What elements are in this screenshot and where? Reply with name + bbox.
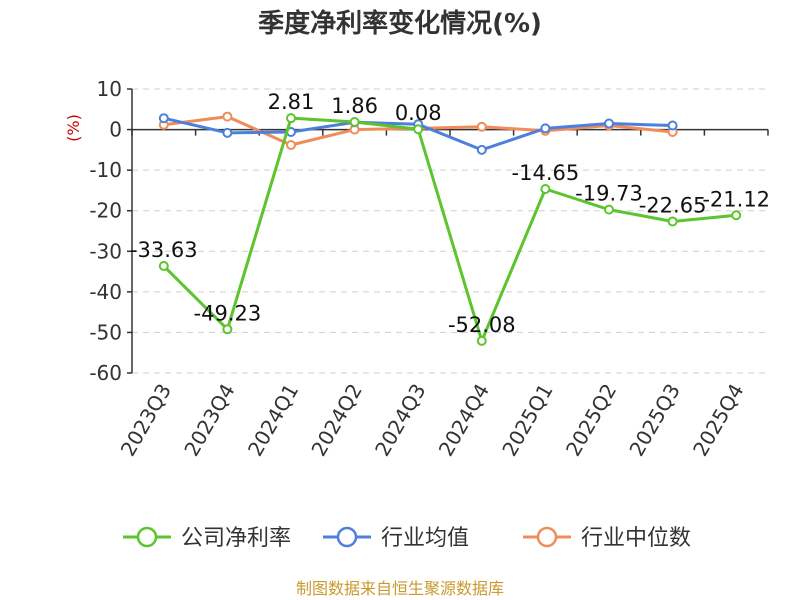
legend-item[interactable]: 公司净利率 [123, 526, 291, 551]
data-point[interactable] [540, 184, 551, 195]
legend-swatch-marker [336, 526, 358, 548]
data-label: 0.08 [395, 101, 442, 125]
data-point[interactable] [222, 111, 233, 122]
footer-source: 制图数据来自恒生聚源数据库 [296, 579, 504, 598]
x-tick-label: 2025Q2 [561, 380, 621, 461]
data-point[interactable] [413, 124, 424, 135]
y-tick-label: -20 [89, 199, 122, 223]
x-tick-label: 2024Q3 [370, 380, 430, 461]
y-tick-label: -10 [89, 158, 122, 182]
legend-item[interactable]: 行业中位数 [523, 526, 691, 551]
chart-title: 季度净利率变化情况(%) [258, 8, 542, 39]
legend-swatch-marker [136, 526, 158, 548]
data-point[interactable] [604, 118, 614, 129]
data-labels: -33.63 -49.23 2.81 1.86 0.08 -52.08 -14.65-19.… [130, 90, 770, 337]
data-label: -52.08 [448, 313, 516, 337]
data-point[interactable] [667, 216, 678, 227]
data-point[interactable] [222, 324, 233, 335]
data-point[interactable] [158, 261, 169, 272]
data-label: -19.73 [575, 182, 643, 206]
y-tick-label: -50 [89, 320, 122, 344]
data-label: 2.81 [268, 90, 315, 114]
data-label: -49.23 [194, 301, 262, 325]
legend-swatch-marker [536, 526, 558, 548]
x-tick-label: 2025Q1 [497, 380, 557, 461]
x-tick-label: 2025Q3 [624, 380, 684, 461]
data-point[interactable] [540, 123, 551, 134]
x-tick-label: 2024Q2 [306, 380, 366, 461]
y-tick-label: -40 [89, 280, 122, 304]
x-tick-label: 2024Q4 [434, 380, 494, 461]
data-point[interactable] [667, 120, 678, 131]
data-point[interactable] [731, 210, 742, 221]
legend-label: 公司净利率 [181, 526, 291, 551]
data-label: -21.12 [702, 187, 770, 211]
data-point[interactable] [476, 121, 487, 132]
x-tick-label: 2023Q4 [179, 380, 239, 461]
x-tick-label: 2025Q4 [688, 380, 748, 461]
x-tick-label: 2024Q1 [243, 380, 303, 461]
data-point[interactable] [286, 139, 296, 150]
y-tick-labels: 10 0 -10 -20 -30 -40 -50 -60 [89, 77, 122, 385]
data-label: 1.86 [331, 94, 378, 118]
data-point[interactable] [476, 144, 487, 155]
legend-label: 行业均值 [381, 526, 469, 551]
legend[interactable]: 公司净利率 行业均值 行业中位数 [123, 526, 691, 551]
data-label: -14.65 [512, 161, 580, 185]
data-point[interactable] [349, 117, 360, 128]
y-axis-label: (%) [64, 114, 83, 142]
series-group [158, 111, 742, 346]
data-point[interactable] [286, 113, 296, 124]
x-tick-labels: 2023Q3 2023Q4 2024Q1 2024Q2 2024Q3 2024Q4 2025… [116, 380, 749, 461]
legend-label: 行业中位数 [581, 526, 691, 551]
data-point[interactable] [604, 204, 614, 215]
y-tick-label: 10 [97, 77, 122, 101]
data-label: -22.65 [639, 193, 707, 217]
x-tick-label: 2023Q3 [116, 380, 176, 461]
data-point[interactable] [158, 113, 169, 124]
series-line [162, 116, 737, 343]
y-tick-label: -60 [89, 361, 122, 385]
y-tick-label: 0 [109, 118, 122, 142]
grid-lines [132, 88, 768, 374]
legend-item[interactable]: 行业均值 [323, 526, 469, 551]
data-point[interactable] [222, 127, 233, 138]
data-label: -33.63 [130, 238, 198, 262]
data-point[interactable] [476, 335, 487, 346]
y-tick-label: -30 [89, 239, 122, 263]
